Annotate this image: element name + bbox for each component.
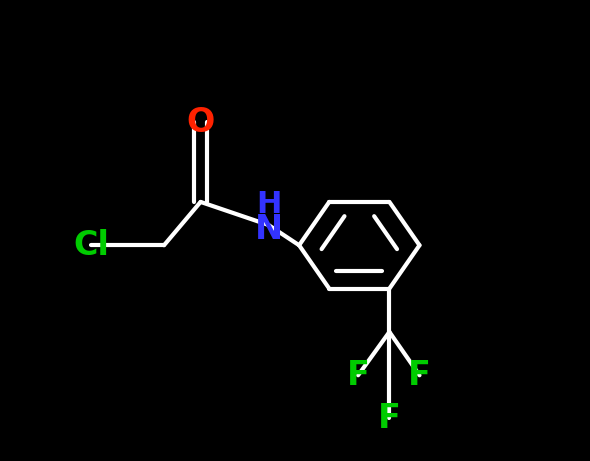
Text: F: F [378, 402, 401, 435]
Text: H: H [255, 190, 281, 219]
Text: Cl: Cl [74, 229, 109, 262]
Text: N: N [254, 213, 283, 246]
Text: F: F [347, 359, 369, 392]
Text: O: O [186, 106, 215, 139]
Text: F: F [408, 359, 431, 392]
